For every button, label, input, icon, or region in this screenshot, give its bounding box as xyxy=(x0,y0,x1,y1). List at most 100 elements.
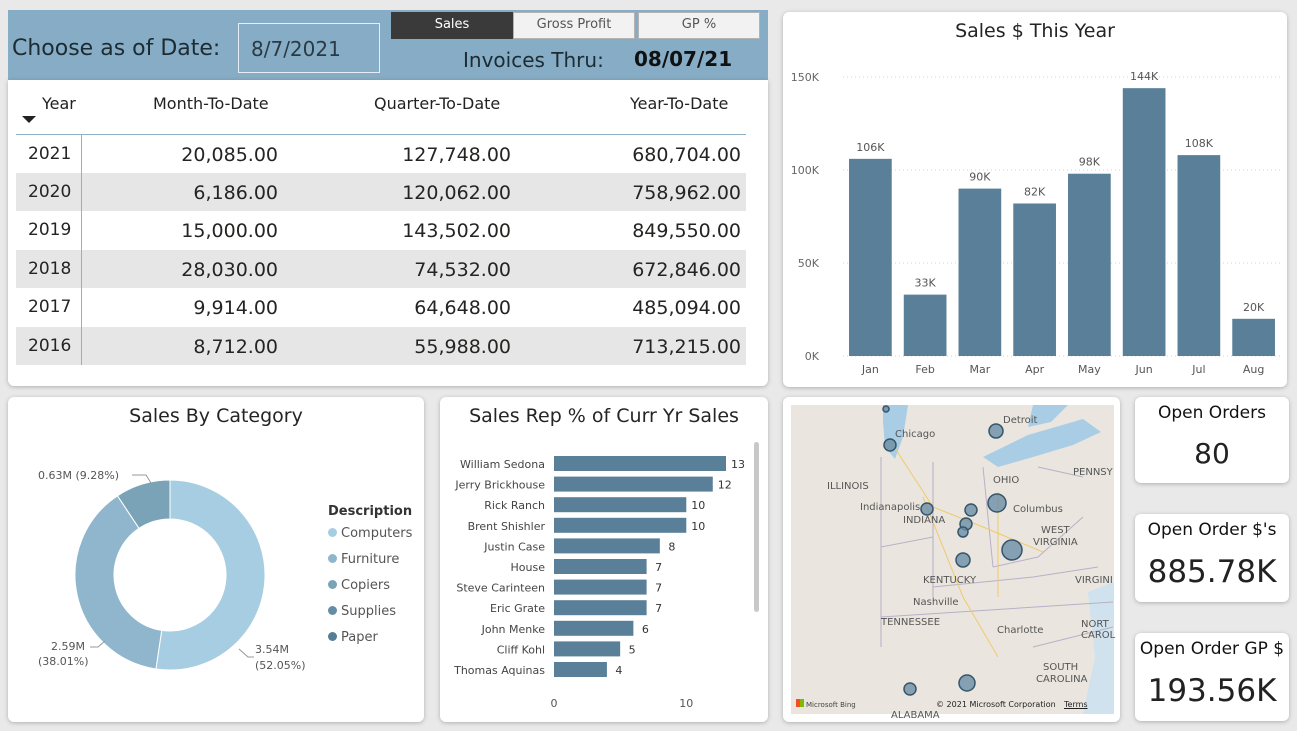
table-row: 2021 20,085.00 127,748.00 680,704.00 xyxy=(16,135,746,173)
x-tick-label: Jun xyxy=(1135,363,1153,376)
qtd-cell: 64,648.00 xyxy=(414,297,511,319)
rep-value-label: 13 xyxy=(731,458,745,471)
rep-value-label: 5 xyxy=(629,643,636,656)
sales-this-year-chart: Sales $ This Year 0K 50K 100K 150K 106K Jan 33… xyxy=(783,12,1287,387)
header-qtd[interactable]: Quarter-To-Date xyxy=(374,94,501,113)
map-place-label: Indianapolis xyxy=(860,502,921,513)
legend-label: Paper xyxy=(341,630,378,645)
header-mtd[interactable]: Month-To-Date xyxy=(153,94,269,113)
qtd-cell: 127,748.00 xyxy=(402,144,511,166)
donut-slice[interactable] xyxy=(155,479,266,671)
qtd-cell: 143,502.00 xyxy=(402,220,511,242)
ytd-cell: 680,704.00 xyxy=(632,144,741,166)
legend-item[interactable]: Paper xyxy=(328,630,378,645)
column-divider xyxy=(81,135,82,365)
rep-bar[interactable] xyxy=(554,497,687,513)
map-place-label: Nashville xyxy=(913,597,959,608)
rep-value-label: 8 xyxy=(668,540,675,553)
map-copyright: © 2021 Microsoft Corporation xyxy=(936,700,1056,709)
date-header: Choose as of Date: 8/7/2021 Invoices Thr… xyxy=(8,10,768,80)
bar[interactable] xyxy=(903,294,947,356)
tab-gross-profit[interactable]: Gross Profit xyxy=(513,12,635,39)
x-tick-label: Apr xyxy=(1025,363,1045,376)
rep-bar[interactable] xyxy=(554,559,647,574)
bar[interactable] xyxy=(849,158,892,356)
header-year[interactable]: Year xyxy=(42,94,76,113)
bar[interactable] xyxy=(1232,318,1275,356)
qtd-cell: 120,062.00 xyxy=(402,182,511,204)
bar[interactable] xyxy=(1177,155,1221,356)
data-label: 90K xyxy=(969,171,991,184)
legend-label: Supplies xyxy=(341,604,396,619)
y-tick-label: 100K xyxy=(791,164,820,177)
mtd-cell: 20,085.00 xyxy=(181,144,278,166)
tab-sales[interactable]: Sales xyxy=(391,12,513,39)
sort-desc-icon[interactable] xyxy=(22,116,36,124)
kpi-title: Open Orders xyxy=(1158,403,1266,423)
map-place-label: TENNESSEE xyxy=(881,617,941,628)
rep-bar[interactable] xyxy=(554,538,660,554)
bar[interactable] xyxy=(1122,88,1166,356)
x-tick-label: Mar xyxy=(969,363,990,376)
bar[interactable] xyxy=(958,188,1002,356)
legend-title: Description xyxy=(328,504,413,519)
table-row: 2020 6,186.00 120,062.00 758,962.00 xyxy=(16,173,746,211)
slice-label-computers: 3.54M xyxy=(255,643,289,656)
legend-item[interactable]: Computers xyxy=(328,526,412,541)
map-terms-link[interactable]: Terms xyxy=(1064,700,1088,709)
donut-slice[interactable] xyxy=(116,479,171,530)
rep-value-label: 4 xyxy=(615,664,622,677)
rep-bar[interactable] xyxy=(554,620,634,636)
date-input[interactable]: 8/7/2021 xyxy=(238,23,380,73)
ytd-cell: 849,550.00 xyxy=(632,220,741,242)
donut-slice[interactable] xyxy=(74,495,163,670)
map-place-label: VIRGINI xyxy=(1075,575,1113,586)
legend-dot-icon xyxy=(328,606,337,615)
legend-item[interactable]: Furniture xyxy=(328,552,399,567)
rep-bar[interactable] xyxy=(554,579,647,595)
rep-bar[interactable] xyxy=(554,662,607,677)
scrollbar[interactable] xyxy=(754,442,759,612)
year-cell: 2021 xyxy=(28,144,72,164)
ytd-cell: 672,846.00 xyxy=(632,259,741,281)
slice-label-furniture-pct: (38.01%) xyxy=(38,655,89,668)
rep-label: Brent Shishler xyxy=(468,520,546,533)
slice-label-copiers: 0.63M (9.28%) xyxy=(38,469,120,482)
x-tick-label: Feb xyxy=(915,363,934,376)
data-label: 33K xyxy=(915,277,937,290)
rep-bar[interactable] xyxy=(554,641,621,657)
kpi-value: 193.56K xyxy=(1147,673,1277,709)
rep-bar[interactable] xyxy=(554,456,726,471)
data-label: 106K xyxy=(856,141,885,154)
rep-bar[interactable] xyxy=(554,476,713,492)
map-place-label: NORT xyxy=(1081,619,1109,630)
tab-gp-percent[interactable]: GP % xyxy=(638,12,760,39)
legend-item[interactable]: Copiers xyxy=(328,578,390,593)
legend-label: Copiers xyxy=(341,578,391,593)
rep-bar[interactable] xyxy=(554,517,687,533)
map-place-label: Columbus xyxy=(1013,504,1063,515)
sales-by-category-chart: Sales By Category 0.63M (9.28%) 2.59M (3… xyxy=(8,397,424,722)
qtd-cell: 55,988.00 xyxy=(414,336,511,358)
sales-map[interactable]: Chicago Detroit ILLINOIS OHIO Indianapolis IN… xyxy=(783,397,1120,722)
rep-bar[interactable] xyxy=(554,600,647,616)
bing-brand: Microsoft Bing xyxy=(796,699,856,709)
bar[interactable] xyxy=(1013,203,1056,356)
map-place-label: VIRGINIA xyxy=(1033,537,1078,548)
slice-label-computers-pct: (52.05%) xyxy=(255,659,306,672)
map-canvas[interactable] xyxy=(783,397,1120,722)
rep-bar-plot: William Sedona 13 Jerry Brickhouse 12 Rick R… xyxy=(453,456,745,710)
rep-value-label: 10 xyxy=(691,499,705,512)
map-place-label: ILLINOIS xyxy=(827,481,869,492)
rep-value-label: 10 xyxy=(691,520,705,533)
ytd-cell: 713,215.00 xyxy=(632,336,741,358)
rep-value-label: 7 xyxy=(655,561,662,574)
legend-label: Furniture xyxy=(341,552,400,567)
x-tick-label: Aug xyxy=(1243,363,1264,376)
bar[interactable] xyxy=(1068,173,1111,356)
table-row: 2019 15,000.00 143,502.00 849,550.00 xyxy=(16,211,746,249)
legend-item[interactable]: Supplies xyxy=(328,604,396,619)
header-ytd[interactable]: Year-To-Date xyxy=(630,94,729,113)
leader-line xyxy=(132,474,152,484)
x-tick-label: May xyxy=(1078,363,1101,376)
